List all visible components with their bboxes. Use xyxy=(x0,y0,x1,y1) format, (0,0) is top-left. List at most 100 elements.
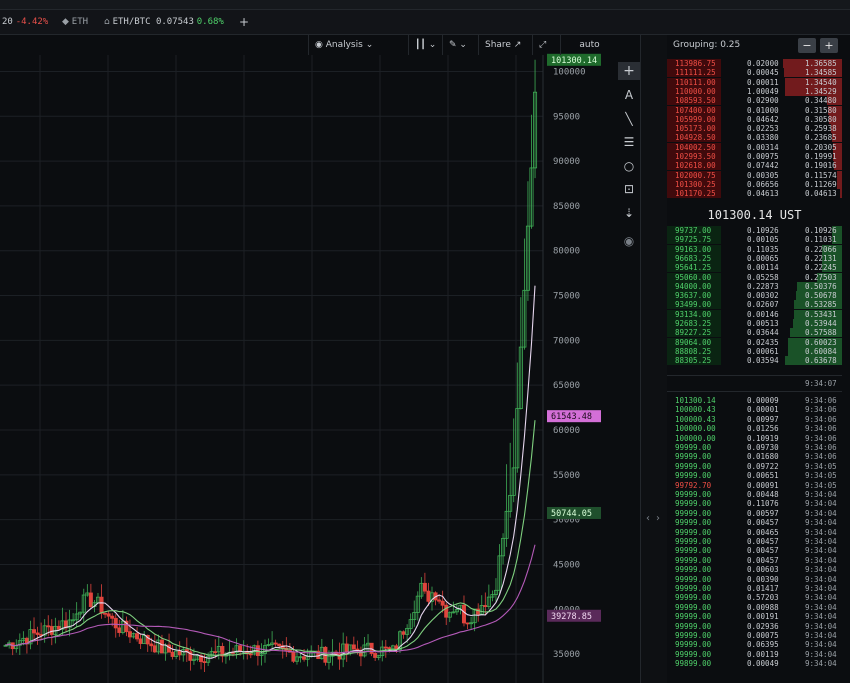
ask-row[interactable]: 101300.25 0.06656 0.11269 xyxy=(667,179,842,189)
grouping-minus-button[interactable]: − xyxy=(798,38,816,53)
trade-row[interactable]: 99999.00 0.00457 9:34:04 xyxy=(667,546,842,555)
add-tab-button[interactable]: + xyxy=(238,15,250,29)
ask-amount: 0.01000 xyxy=(747,105,779,115)
bid-row[interactable]: 95060.00 0.05258 0.27503 xyxy=(667,272,842,282)
ask-row[interactable]: 107400.00 0.01000 0.31580 xyxy=(667,105,842,115)
panel-divider[interactable]: ‹ › xyxy=(640,35,668,683)
share-button[interactable]: Share ↗ xyxy=(478,35,527,55)
trade-row[interactable]: 99999.00 0.01680 9:34:06 xyxy=(667,452,842,461)
analysis-button[interactable]: ◉ Analysis ⌄ xyxy=(308,35,379,55)
trade-row[interactable]: 99999.00 0.06395 9:34:04 xyxy=(667,640,842,649)
trade-amount: 0.00049 xyxy=(747,659,779,669)
circle-icon[interactable]: ○ xyxy=(623,159,635,173)
bid-row[interactable]: 88808.25 0.00061 0.60084 xyxy=(667,346,842,356)
bid-row[interactable]: 93499.00 0.02607 0.53285 xyxy=(667,300,842,310)
ticker-tab-ethbtc[interactable]: ⌂ ETH/BTC 0.07543 0.68% xyxy=(104,10,224,34)
ask-depth-bar xyxy=(836,170,842,180)
ask-row[interactable]: 102618.00 0.07442 0.19016 xyxy=(667,161,842,171)
candle-body xyxy=(504,510,509,539)
trade-time: 9:34:05 xyxy=(805,480,837,490)
bid-price: 88808.25 xyxy=(675,346,712,356)
bid-row[interactable]: 93134.00 0.00146 0.53431 xyxy=(667,309,842,319)
trade-row[interactable]: 99999.00 0.02936 9:34:04 xyxy=(667,622,842,631)
bid-row[interactable]: 96683.25 0.00065 0.22131 xyxy=(667,253,842,263)
eye-icon[interactable]: ◉ xyxy=(623,234,635,248)
bid-row[interactable]: 92683.25 0.00513 0.53944 xyxy=(667,319,842,328)
trade-row[interactable]: 99999.00 0.00465 9:34:04 xyxy=(667,528,842,537)
bid-row[interactable]: 99737.00 0.10926 0.10926 xyxy=(667,226,842,235)
trade-row[interactable]: 99792.70 0.00091 9:34:05 xyxy=(667,481,842,490)
trade-row[interactable]: 99999.00 0.00075 9:34:04 xyxy=(667,631,842,640)
bid-depth-bar xyxy=(788,346,842,356)
bid-row[interactable]: 99725.75 0.00105 0.11031 xyxy=(667,235,842,245)
trade-row[interactable]: 99999.00 0.57203 9:34:04 xyxy=(667,593,842,602)
ask-row[interactable]: 104002.50 0.00314 0.20305 xyxy=(667,142,842,152)
fib-icon[interactable]: ☰ xyxy=(623,135,635,149)
trade-amount: 0.00001 xyxy=(747,405,779,415)
trade-row[interactable]: 101300.14 0.00009 9:34:06 xyxy=(667,396,842,405)
plus-icon[interactable]: + xyxy=(618,62,640,80)
trade-row[interactable]: 99999.00 0.11076 9:34:04 xyxy=(667,499,842,508)
divider xyxy=(667,391,842,392)
ask-price: 102618.00 xyxy=(675,161,716,171)
ask-row[interactable]: 104928.50 0.03380 0.23685 xyxy=(667,133,842,143)
trade-row[interactable]: 99999.00 0.09730 9:34:06 xyxy=(667,443,842,452)
trade-row[interactable]: 100000.43 0.00001 9:34:06 xyxy=(667,405,842,414)
trade-price: 99999.00 xyxy=(675,537,712,546)
auto-scale-button[interactable]: auto xyxy=(560,35,618,55)
trade-row[interactable]: 99999.00 0.00651 9:34:05 xyxy=(667,471,842,480)
draw-button[interactable]: ✎ ⌄ xyxy=(442,35,473,55)
ask-row[interactable]: 113986.75 0.02000 1.36585 xyxy=(667,59,842,68)
bid-row[interactable]: 89227.25 0.03644 0.57588 xyxy=(667,328,842,338)
trade-row[interactable]: 99999.00 0.00191 9:34:04 xyxy=(667,612,842,621)
trade-row[interactable]: 99999.00 0.00457 9:34:04 xyxy=(667,556,842,565)
bid-row[interactable]: 95641.25 0.00114 0.22245 xyxy=(667,263,842,273)
ask-amount: 0.07442 xyxy=(747,161,779,171)
trade-row[interactable]: 99999.00 0.00988 9:34:04 xyxy=(667,603,842,612)
trade-row[interactable]: 99999.00 0.00603 9:34:04 xyxy=(667,565,842,574)
ask-row[interactable]: 102993.50 0.00975 0.19991 xyxy=(667,152,842,161)
fullscreen-button[interactable]: ⤢ xyxy=(532,35,552,55)
bid-price-bg xyxy=(667,300,721,310)
trade-row[interactable]: 100000.00 0.01256 9:34:06 xyxy=(667,424,842,433)
price-chart[interactable]: 100000 95000 90000 85000 80000 75000 70000 6500… xyxy=(0,35,640,683)
ask-row[interactable]: 110000.00 1.00049 1.34529 xyxy=(667,86,842,96)
trade-row[interactable]: 99999.00 0.00390 9:34:04 xyxy=(667,575,842,584)
ask-row[interactable]: 111111.25 0.00045 1.34585 xyxy=(667,68,842,78)
candlestick-chart[interactable]: 100000 95000 90000 85000 80000 75000 70000 6500… xyxy=(0,35,640,683)
trade-row[interactable]: 99999.00 0.01417 9:34:04 xyxy=(667,584,842,593)
trade-row[interactable]: 99999.00 0.00119 9:34:04 xyxy=(667,650,842,659)
grouping-plus-button[interactable]: + xyxy=(820,38,838,53)
ask-row[interactable]: 105999.00 0.04642 0.30580 xyxy=(667,114,842,124)
ask-row[interactable]: 102000.75 0.00305 0.11574 xyxy=(667,170,842,180)
trade-row[interactable]: 99999.00 0.00448 9:34:04 xyxy=(667,490,842,499)
trendline-icon[interactable]: ╲ xyxy=(625,112,633,126)
candles-button[interactable]: ┃┃ ⌄ xyxy=(408,35,442,55)
ticker-tab-eth[interactable]: ◆ ETH xyxy=(62,10,88,34)
candle-body xyxy=(493,589,498,595)
trade-row[interactable]: 100000.00 0.10919 9:34:06 xyxy=(667,434,842,443)
text-icon[interactable]: A xyxy=(624,88,634,102)
ask-row[interactable]: 101170.25 0.04613 0.04613 xyxy=(667,189,842,199)
bid-row[interactable]: 89064.00 0.02435 0.60023 xyxy=(667,337,842,347)
trade-row[interactable]: 99999.00 0.00597 9:34:04 xyxy=(667,509,842,518)
bid-row[interactable]: 99163.00 0.11035 0.22066 xyxy=(667,244,842,254)
ask-row[interactable]: 110111.00 0.00011 1.34540 xyxy=(667,77,842,87)
trade-amount: 0.00457 xyxy=(747,546,779,556)
collapse-left-icon[interactable]: ‹ xyxy=(646,513,650,524)
trade-time: 9:34:04 xyxy=(805,508,837,518)
trade-row[interactable]: 99999.00 0.00457 9:34:04 xyxy=(667,537,842,546)
bid-row[interactable]: 93637.00 0.00302 0.50678 xyxy=(667,291,842,301)
measure-icon[interactable]: ⊡ xyxy=(623,182,635,196)
ticker-tab-1[interactable]: 20 -4.42% xyxy=(2,10,48,34)
ask-row[interactable]: 108593.50 0.02900 0.34480 xyxy=(667,96,842,106)
ask-row[interactable]: 105173.00 0.02253 0.25938 xyxy=(667,124,842,134)
trade-row[interactable]: 99999.00 0.09722 9:34:05 xyxy=(667,462,842,471)
trade-row[interactable]: 99899.00 0.00049 9:34:04 xyxy=(667,659,842,668)
bid-row[interactable]: 94000.00 0.22873 0.50376 xyxy=(667,281,842,291)
trade-row[interactable]: 100000.43 0.00997 9:34:06 xyxy=(667,415,842,424)
bid-row[interactable]: 88305.25 0.03594 0.63678 xyxy=(667,356,842,366)
trade-row[interactable]: 99999.00 0.00457 9:34:04 xyxy=(667,518,842,527)
collapse-right-icon[interactable]: › xyxy=(656,513,660,524)
magnet-icon[interactable]: ⇣ xyxy=(623,206,635,220)
